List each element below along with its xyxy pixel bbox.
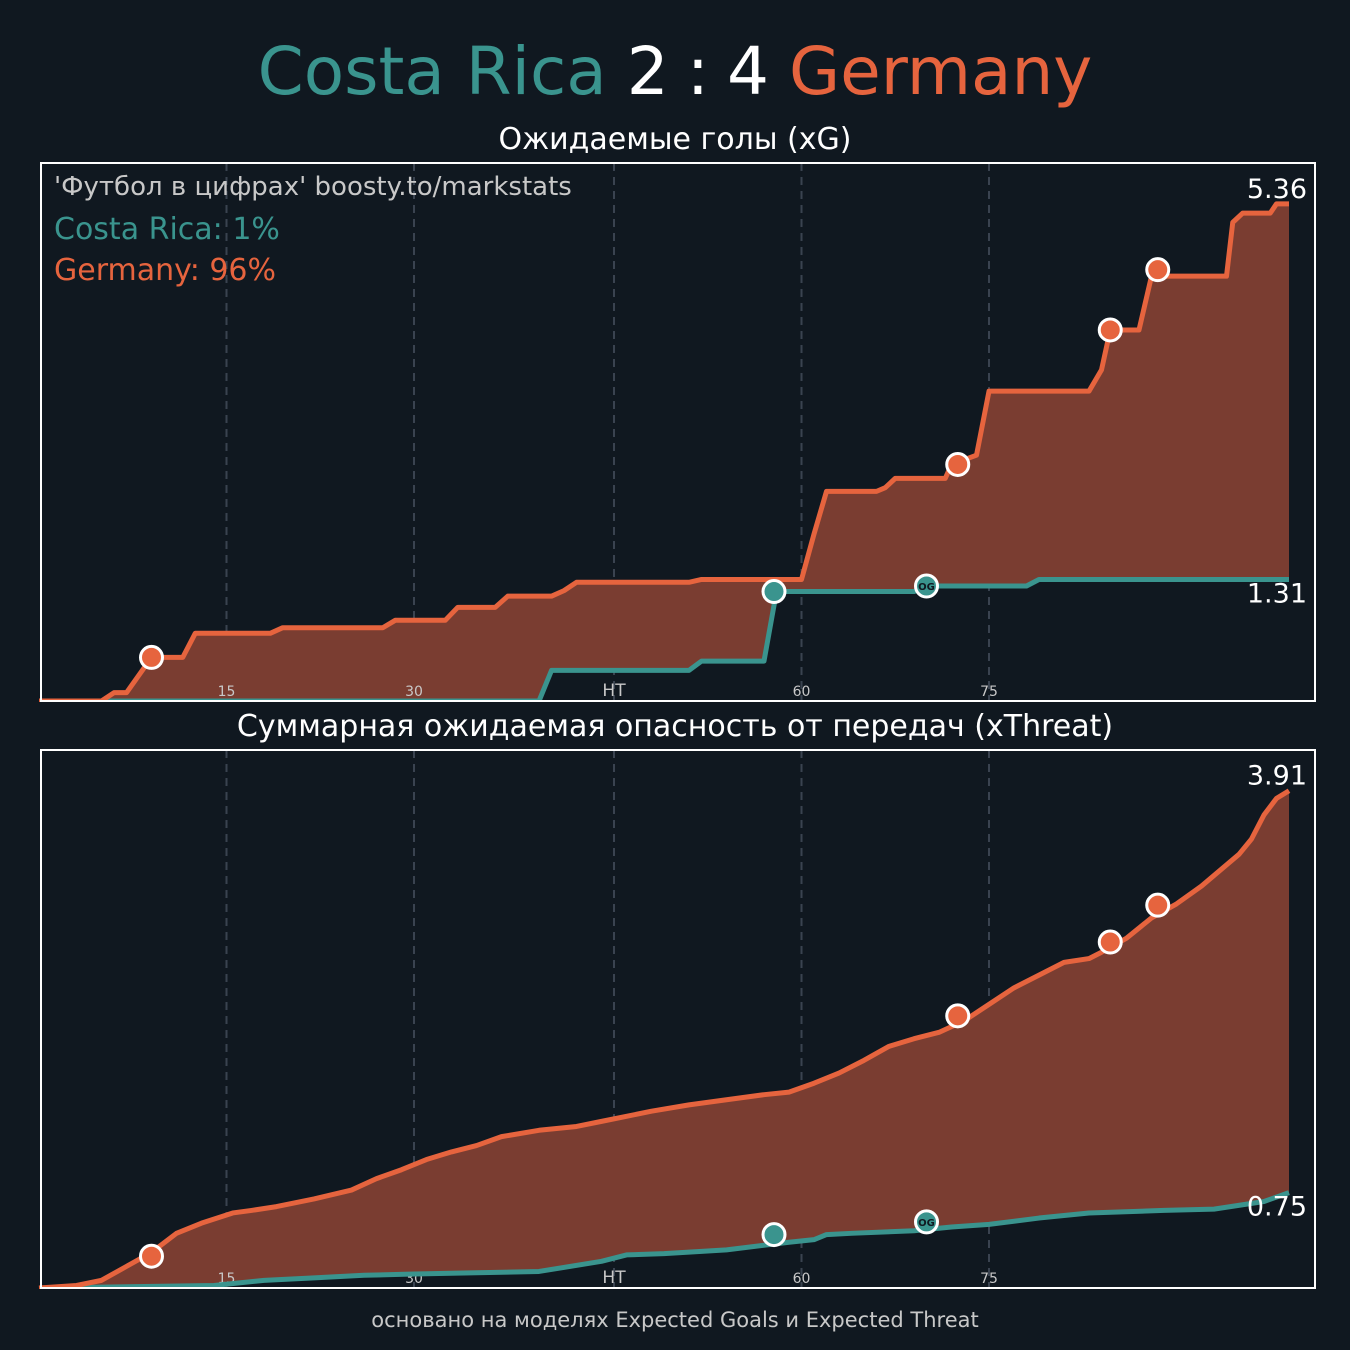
home-score: 2 — [626, 33, 669, 110]
x-tick-label: 75 — [980, 1271, 998, 1287]
own-goal-label: OG — [918, 582, 935, 593]
home-final-value: 0.75 — [1247, 1192, 1307, 1223]
home-goal-marker — [914, 573, 939, 599]
score-separator: : — [686, 33, 709, 110]
xg-chart-title: Ожидаемые голы (xG) — [498, 122, 852, 157]
x-tick-label: HT — [602, 1268, 626, 1288]
away-goal-marker — [1145, 257, 1171, 283]
away-final-value: 5.36 — [1247, 174, 1307, 205]
x-tick-label: 30 — [405, 684, 423, 700]
own-goal-label: OG — [918, 1218, 935, 1229]
away-score: 4 — [726, 33, 769, 110]
away-goal-marker — [139, 1243, 164, 1269]
away-goal-marker — [1145, 892, 1171, 918]
footnote: основано на моделях Expected Goals и Exp… — [371, 1308, 979, 1332]
home-goal-marker — [761, 579, 787, 605]
away-team-line — [38, 788, 1291, 1289]
xg-chart: 15 30 HT 60 75 OG 5.36 1.31 — [39, 162, 1316, 702]
match-header: Costa Rica 2:4 Germany — [0, 30, 1350, 114]
credit-text: 'Футбол в цифрах' boosty.to/markstats — [54, 172, 572, 202]
plot-frame — [40, 749, 1316, 1289]
away-goal-marker — [139, 644, 164, 670]
x-tick-label: 60 — [793, 1271, 811, 1287]
home-team-line — [38, 1190, 1290, 1289]
away-final-value: 3.91 — [1247, 761, 1307, 792]
home-team-name: Costa Rica — [257, 33, 607, 110]
home-goal-marker — [761, 1222, 787, 1248]
home-win-probability: Costa Rica: 1% — [54, 212, 280, 247]
away-goal-marker — [945, 451, 971, 477]
away-win-probability: Germany: 96% — [54, 253, 277, 288]
plot-frame — [40, 162, 1316, 702]
away-goal-marker — [1097, 317, 1123, 343]
home-team-line — [39, 576, 1289, 702]
x-tick-label: HT — [602, 681, 626, 701]
away-goal-marker — [1097, 929, 1123, 955]
away-goal-marker — [945, 1003, 971, 1029]
away-team-name: Germany — [788, 33, 1093, 110]
home-goal-marker — [914, 1209, 939, 1235]
x-tick-label: 75 — [980, 684, 998, 700]
x-tick-label: 60 — [793, 684, 811, 700]
xg-difference-area — [39, 790, 1289, 1288]
xg-difference-area — [39, 203, 1289, 702]
xthreat-chart-title: Суммарная ожидаемая опасность от передач… — [236, 709, 1114, 744]
away-team-line — [39, 201, 1289, 702]
x-tick-label: 15 — [218, 684, 236, 700]
home-final-value: 1.31 — [1247, 578, 1307, 609]
